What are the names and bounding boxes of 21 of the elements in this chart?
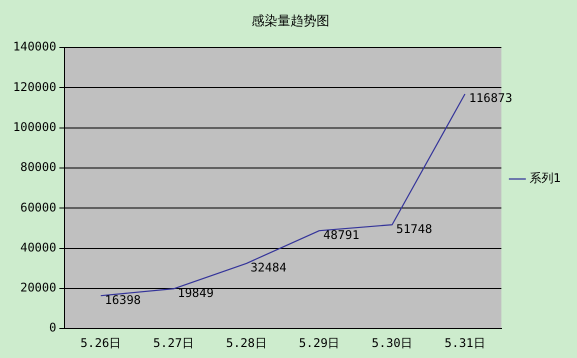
y-tick-label: 140000 bbox=[12, 40, 56, 54]
data-label: 116873 bbox=[468, 91, 512, 106]
data-label: 32484 bbox=[250, 260, 287, 275]
y-tick-label: 120000 bbox=[12, 80, 56, 94]
data-label: 48791 bbox=[323, 228, 360, 242]
x-tick-label: 5.26日 bbox=[80, 336, 122, 350]
data-label: 16398 bbox=[104, 292, 141, 307]
x-tick-label: 5.29日 bbox=[298, 336, 340, 350]
y-tick-label: 40000 bbox=[20, 240, 56, 254]
y-tick-label: 80000 bbox=[20, 160, 56, 174]
x-tick-label: 5.31日 bbox=[444, 336, 486, 350]
y-tick-label: 0 bbox=[49, 320, 56, 335]
legend-label: 系列1 bbox=[529, 171, 562, 186]
y-tick-label: 100000 bbox=[12, 120, 56, 134]
x-tick-label: 5.30日 bbox=[372, 336, 413, 350]
x-tick-label: 5.28日 bbox=[226, 336, 267, 350]
data-label: 51748 bbox=[396, 222, 432, 236]
x-tick-label: 5.27日 bbox=[153, 336, 194, 350]
y-tick-label: 20000 bbox=[20, 280, 56, 295]
y-tick-label: 60000 bbox=[20, 200, 56, 214]
chart-title: 感染量趋势图 bbox=[252, 14, 330, 30]
